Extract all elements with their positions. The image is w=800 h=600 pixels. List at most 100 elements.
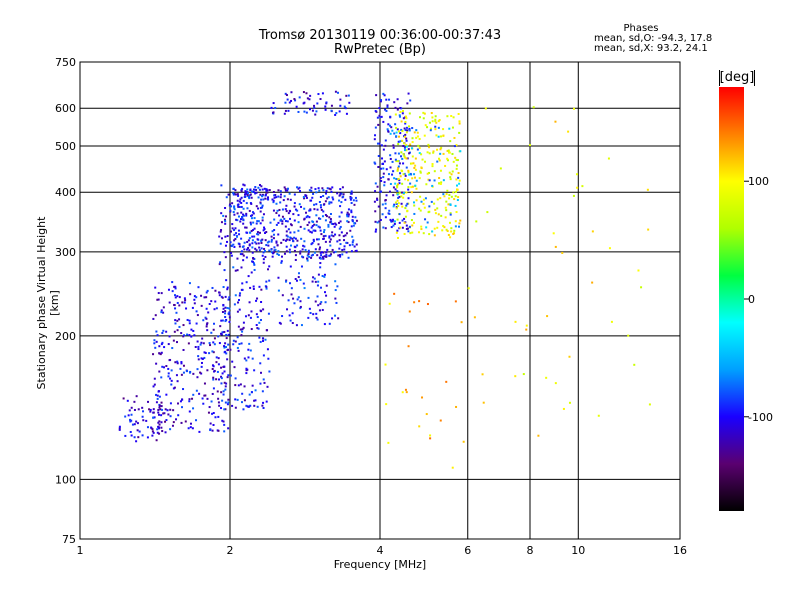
data-point — [246, 248, 249, 251]
data-point — [155, 330, 158, 333]
data-point — [233, 366, 236, 369]
data-point — [232, 243, 235, 246]
data-point — [158, 427, 161, 430]
data-point — [384, 202, 387, 205]
data-point — [124, 434, 127, 437]
data-point — [416, 135, 419, 138]
data-point — [393, 220, 396, 223]
data-point — [244, 190, 247, 193]
data-point — [329, 238, 332, 241]
data-point — [455, 158, 458, 161]
data-point — [389, 157, 392, 160]
data-point — [234, 406, 237, 409]
data-point — [384, 108, 387, 111]
data-point — [410, 186, 413, 189]
data-point — [283, 186, 286, 189]
data-point — [171, 424, 174, 427]
data-point — [337, 254, 340, 257]
data-point — [267, 244, 270, 247]
data-point — [261, 238, 264, 241]
data-point — [197, 355, 200, 358]
data-point — [378, 220, 381, 223]
data-point — [576, 173, 579, 176]
data-point — [310, 254, 313, 257]
data-point — [138, 430, 141, 433]
data-point — [427, 211, 430, 214]
data-point — [344, 107, 347, 110]
data-point — [217, 363, 220, 366]
data-point — [234, 384, 237, 387]
data-point — [387, 441, 390, 444]
data-point — [403, 217, 406, 220]
data-point — [237, 205, 240, 208]
data-point — [349, 198, 352, 201]
data-point — [313, 104, 316, 107]
y-axis-label: Stationary phase Virtual Height [km] — [35, 216, 61, 390]
data-point — [242, 207, 245, 210]
data-point — [398, 195, 401, 198]
data-point — [537, 434, 540, 437]
data-point — [248, 393, 251, 396]
data-point — [252, 285, 255, 288]
data-point — [266, 191, 269, 194]
data-point — [335, 301, 338, 304]
data-point — [221, 399, 224, 402]
data-point — [338, 199, 341, 202]
data-point — [218, 342, 221, 345]
data-point — [224, 215, 227, 218]
data-point — [434, 125, 437, 128]
data-point — [238, 342, 241, 345]
data-point — [343, 245, 346, 248]
data-point — [131, 423, 134, 426]
data-point — [234, 227, 237, 230]
data-point — [310, 231, 313, 234]
data-point — [401, 157, 404, 160]
data-point — [245, 281, 248, 284]
data-point — [309, 209, 312, 212]
data-point — [293, 98, 296, 101]
data-point — [219, 242, 222, 245]
data-point — [279, 196, 282, 199]
data-point — [303, 287, 306, 290]
data-point — [158, 420, 161, 423]
data-point — [245, 202, 248, 205]
data-point — [242, 213, 245, 216]
data-point — [213, 343, 216, 346]
data-point — [270, 248, 273, 251]
data-point — [529, 144, 532, 147]
data-point — [155, 362, 158, 365]
data-point — [206, 369, 209, 372]
data-point — [581, 185, 584, 188]
data-point — [427, 178, 430, 181]
data-point — [219, 325, 222, 328]
data-point — [205, 317, 208, 320]
data-point — [324, 192, 327, 195]
data-point — [303, 245, 306, 248]
data-point — [459, 219, 462, 222]
data-point — [393, 101, 396, 104]
data-point — [172, 421, 175, 424]
data-point — [297, 187, 300, 190]
data-point — [317, 225, 320, 228]
data-point — [203, 382, 206, 385]
data-point — [287, 109, 290, 112]
data-point — [273, 218, 276, 221]
data-point — [262, 401, 265, 404]
data-point — [243, 399, 246, 402]
data-point — [297, 214, 300, 217]
data-point — [167, 413, 170, 416]
data-point — [339, 220, 342, 223]
data-point — [226, 240, 229, 243]
data-point — [284, 188, 287, 191]
data-point — [328, 235, 331, 238]
data-point — [418, 177, 421, 180]
data-point — [296, 244, 299, 247]
data-point — [351, 243, 354, 246]
data-point — [293, 236, 296, 239]
data-point — [397, 202, 400, 205]
data-point — [417, 144, 420, 147]
data-point — [253, 268, 256, 271]
data-point — [220, 382, 223, 385]
data-point — [256, 238, 259, 241]
data-point — [227, 343, 230, 346]
